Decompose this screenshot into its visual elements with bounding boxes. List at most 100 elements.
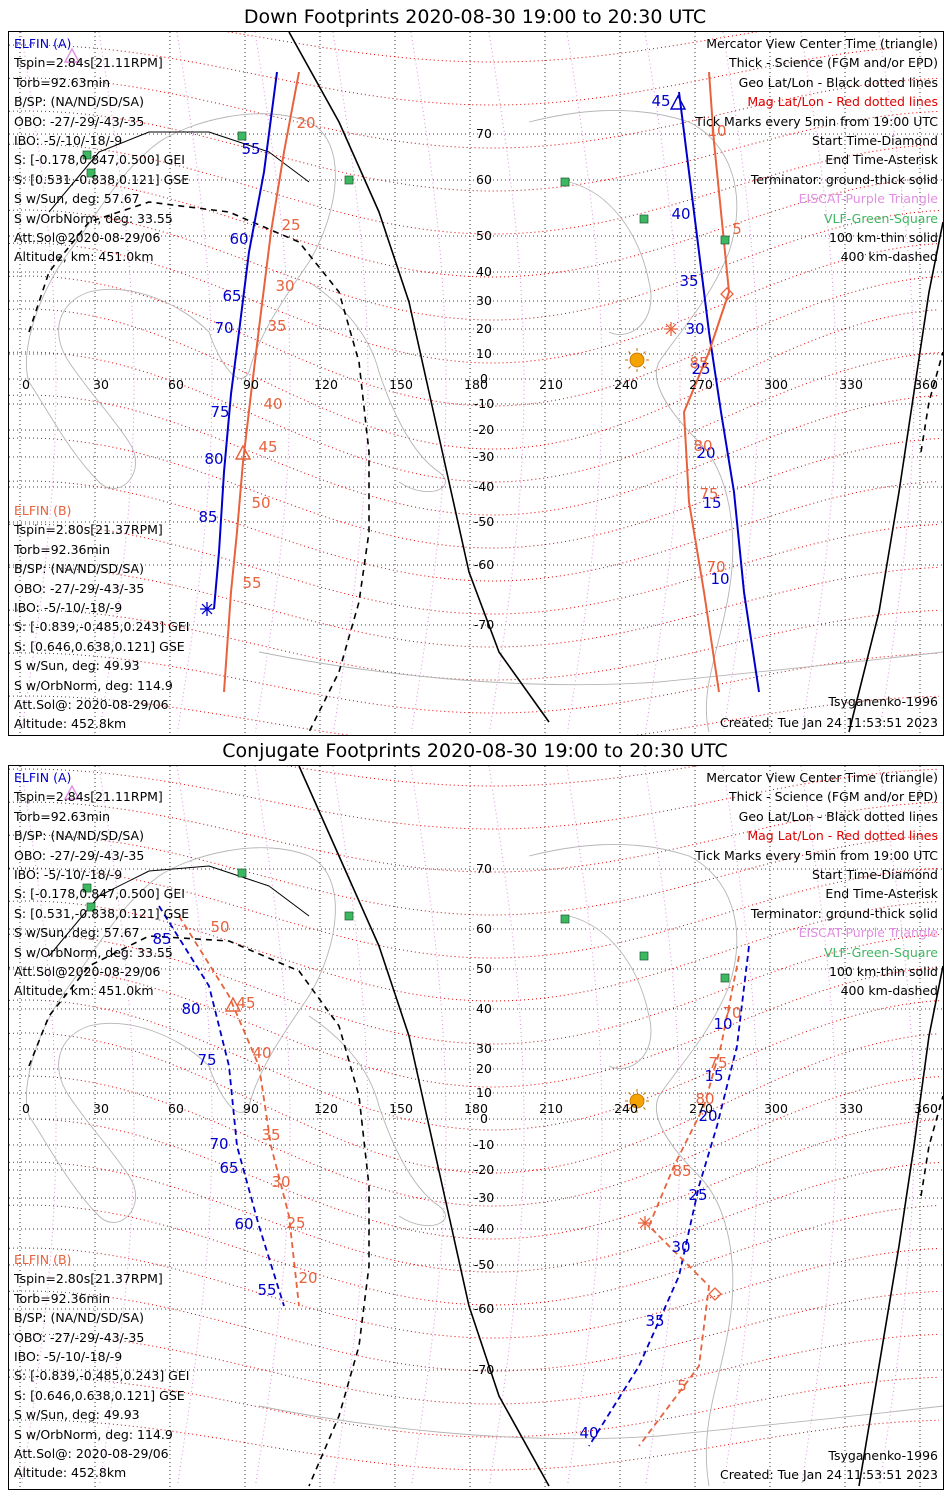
mag-latitude-line (9, 695, 940, 735)
mag-longitude-line (332, 32, 369, 733)
elfin-b-info: ELFIN (B) Tspin=2.80s[21.37RPM] Torb=92.… (14, 501, 189, 734)
info-line: Altitude: 452.8km (14, 716, 127, 732)
mag-longitude-line (722, 32, 759, 733)
legend-400km: 400 km-dashed (840, 249, 938, 265)
mag-latitude-line (9, 999, 940, 1131)
legend-terminator: Terminator: ground-thick solid (750, 171, 938, 187)
elfin-a-time-label: 80 (204, 450, 223, 468)
info-line: S w/Sun, deg: 57.67 (14, 191, 140, 207)
mag-longitude-line (488, 766, 525, 1487)
elfin-b-time-label: 30 (275, 277, 294, 295)
info-line: S w/Sun, deg: 49.93 (14, 658, 140, 674)
elfin-b-time-label: 35 (261, 1126, 280, 1144)
elfin-a-time-label: 35 (679, 272, 698, 290)
elfin-a-time-label: 15 (704, 1067, 723, 1085)
sun-icon (629, 352, 645, 368)
info-line: Tspin=2.84s[21.11RPM] (14, 789, 163, 805)
info-line: Tspin=2.80s[21.37RPM] (14, 522, 163, 538)
vlf-station-square (639, 951, 649, 961)
terminator-400km (28, 201, 370, 733)
lat-tick-label: -40 (474, 479, 494, 494)
lat-tick-label: 20 (476, 1061, 492, 1076)
info-line: Altitude, km: 451.0km (14, 249, 154, 265)
sun-ray (643, 366, 646, 369)
conjugate-footprints-map: 85 80 75 70 65 60 55 50 45 40 35 30 25 20 10 15 20 25 30 35… (8, 765, 944, 1490)
info-line: S w/OrbNorm, deg: 33.55 (14, 944, 173, 960)
terminator-ground-east (848, 221, 943, 733)
info-line: S: [0.531,-0.838,0.121] GSE (14, 171, 190, 187)
lat-tick-label: -20 (474, 422, 494, 437)
elfin-b-time-label: 70 (722, 1004, 741, 1022)
lat-tick-label: 30 (476, 293, 492, 308)
lat-tick-label: 30 (476, 1041, 492, 1056)
lat-tick-label: 40 (476, 1001, 492, 1016)
info-line: S w/Sun, deg: 49.93 (14, 1407, 140, 1423)
elfin-b-name: ELFIN (B) (14, 503, 72, 518)
info-line: S: [0.531,-0.838,0.121] GSE (14, 905, 190, 921)
terminator-400km-east (920, 351, 943, 453)
elfin-a-track-east (678, 91, 760, 693)
elfin-b-track (223, 71, 300, 693)
elfin-a-time-label: 20 (698, 1107, 717, 1125)
elfin-a-time-label: 85 (198, 508, 217, 526)
lat-tick-label: -60 (474, 557, 494, 572)
lon-tick-label: 30 (93, 1101, 109, 1116)
coastline (308, 281, 446, 492)
elfin-b-time-label: 80 (693, 437, 712, 455)
lat-tick-label: 50 (476, 228, 492, 243)
elfin-b-time-label: 30 (271, 1173, 290, 1191)
legend-geo: Geo Lat/Lon - Black dotted lines (738, 808, 938, 824)
lat-tick-label: -50 (474, 1257, 494, 1272)
legend-mercator: Mercator View Center Time (triangle) (706, 36, 938, 51)
mag-latitude-line (9, 176, 940, 278)
vlf-station-square (86, 168, 96, 178)
elfin-a-time-label: 60 (229, 230, 248, 248)
elfin-a-track (213, 71, 278, 610)
info-line: OBO: -27/-29/-43/-35 (14, 113, 145, 129)
elfin-b-track (178, 915, 300, 1307)
legend-mag: Mag Lat/Lon - Red dotted lines (747, 828, 938, 844)
elfin-a-time-label: 35 (645, 1312, 664, 1330)
elfin-b-time-label: 5 (732, 220, 742, 238)
coastline (25, 847, 336, 1223)
lon-tick-label: 210 (539, 1101, 563, 1116)
lat-tick-label: 10 (476, 1085, 492, 1100)
lat-tick-label: -70 (474, 1362, 494, 1377)
mag-latitude-line (9, 351, 940, 483)
legend-thick: Thick - Science (FGM and/or EPD) (729, 789, 938, 805)
elfin-a-info: ELFIN (A) Tspin=2.84s[21.11RPM] Torb=92.… (14, 34, 189, 267)
elfin-b-time-label: 55 (242, 574, 261, 592)
elfin-b-time-label: 25 (281, 216, 300, 234)
legend-ticks: Tick Marks every 5min from 19:00 UTC (695, 113, 938, 129)
lat-tick-label: -10 (474, 1137, 494, 1152)
mag-latitude-line (9, 1075, 940, 1207)
coastline (25, 113, 336, 489)
elfin-b-time-label: 5 (677, 1377, 687, 1395)
elfin-b-time-label: 20 (296, 114, 315, 132)
mag-longitude-line (878, 32, 915, 733)
sun-ray (628, 1092, 631, 1095)
lon-tick-label: 0 (22, 1101, 30, 1116)
created-timestamp: Created: Tue Jan 24 11:53:51 2023 (719, 715, 938, 730)
legend-vlf: VLF-Green-Square (823, 210, 938, 226)
lon-tick-label: 120 (314, 1101, 338, 1116)
sun-ray (643, 1092, 646, 1095)
elfin-a-time-label: 40 (671, 205, 690, 223)
coastline (568, 181, 652, 335)
mag-longitude-line (254, 32, 291, 733)
lon-tick-label: 60 (168, 377, 184, 392)
lon-tick-label: 360 (914, 377, 938, 392)
sun-ray (628, 366, 631, 369)
elfin-b-time-label: 75 (699, 485, 718, 503)
center-time-triangle (63, 784, 81, 800)
mag-latitude-line (9, 480, 940, 582)
info-line: Att.Sol@2020-08-29/06 (14, 230, 161, 246)
elfin-b-time-label: 10 (707, 122, 726, 140)
vlf-station-square (86, 902, 96, 912)
lon-tick-label: 0 (22, 377, 30, 392)
mag-latitude-line (225, 32, 760, 63)
lon-tick-label: 300 (764, 1101, 788, 1116)
lat-tick-label: 60 (476, 921, 492, 936)
elfin-a-time-label: 65 (222, 287, 241, 305)
center-time-triangle (669, 94, 687, 110)
